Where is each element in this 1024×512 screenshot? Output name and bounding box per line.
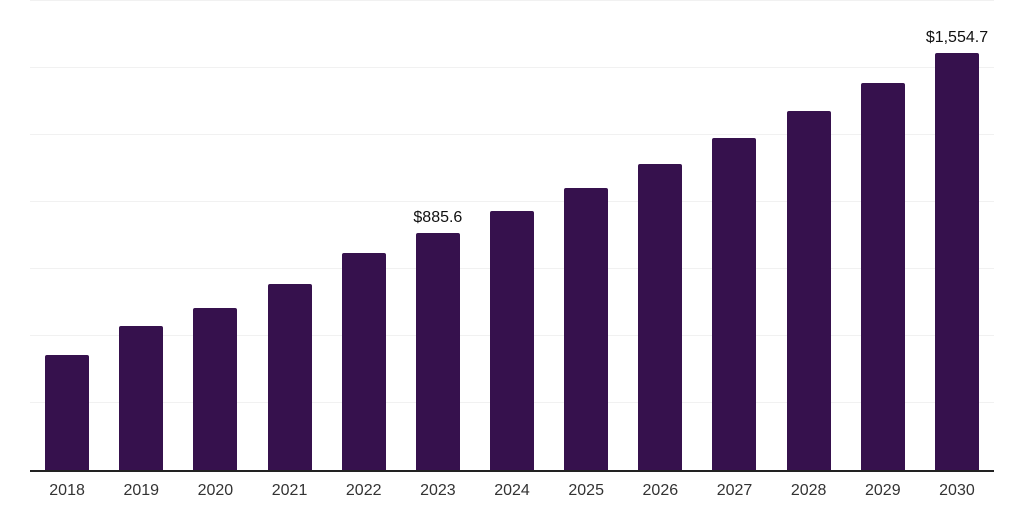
plot-area: $885.6 $1,554.7 [30, 0, 994, 472]
bar-slot-2019 [104, 1, 178, 470]
x-axis-tick-2022: 2022 [345, 482, 382, 499]
x-axis-labels: 2018 2019 2020 2021 2022 2023 2024 2025 2026 2027… [30, 482, 994, 500]
bar-2022[interactable] [341, 253, 386, 470]
bar-2028[interactable] [786, 110, 831, 470]
bar-2029[interactable] [860, 83, 905, 470]
bar-2027[interactable] [712, 138, 757, 470]
bar-slot-2023: $885.6 [401, 1, 475, 470]
bar-slot-2021 [252, 1, 326, 470]
x-axis-tick-2021: 2021 [271, 482, 308, 499]
x-axis-tick-2030: 2030 [939, 482, 975, 499]
x-axis-tick-2028: 2028 [790, 482, 827, 499]
bar-2023[interactable] [415, 232, 460, 470]
x-axis-tick-2023: 2023 [420, 482, 456, 499]
x-axis-tick-2019: 2019 [123, 482, 160, 499]
bar-2021[interactable] [267, 284, 312, 470]
gridline-1500 [30, 67, 994, 68]
bar-slot-2026 [623, 1, 697, 470]
bar-2018[interactable] [45, 355, 90, 470]
x-axis-tick-2029: 2029 [865, 482, 901, 499]
bar-slot-2028 [772, 1, 846, 470]
bar-slot-2020 [178, 1, 252, 470]
bar-slot-2025 [549, 1, 623, 470]
x-axis-tick-2020: 2020 [197, 482, 234, 499]
bar-2026[interactable] [638, 163, 683, 470]
bar-slot-2018 [30, 1, 104, 470]
bars-container: $885.6 $1,554.7 [30, 1, 994, 470]
bar-2025[interactable] [564, 188, 609, 470]
x-axis-tick-2026: 2026 [642, 482, 679, 499]
bar-slot-2024 [475, 1, 549, 470]
bar-value-label-2030: $1,554.7 [925, 29, 989, 47]
x-axis-tick-2024: 2024 [494, 482, 530, 499]
x-axis-tick-2018: 2018 [49, 482, 85, 499]
bar-slot-2022 [327, 1, 401, 470]
bar-slot-2029 [846, 1, 920, 470]
x-axis-tick-2027: 2027 [716, 482, 753, 499]
bar-2024[interactable] [490, 210, 535, 470]
bar-slot-2030: $1,554.7 [920, 1, 994, 470]
gridline-1750 [30, 0, 994, 1]
bar-2019[interactable] [119, 325, 164, 470]
bar-slot-2027 [697, 1, 771, 470]
x-axis-tick-2025: 2025 [568, 482, 604, 499]
gridline-1000 [30, 201, 994, 202]
bar-2020[interactable] [193, 308, 238, 470]
gridline-1250 [30, 134, 994, 135]
bar-value-label-2023: $885.6 [413, 208, 463, 226]
bar-2030[interactable] [934, 53, 979, 470]
